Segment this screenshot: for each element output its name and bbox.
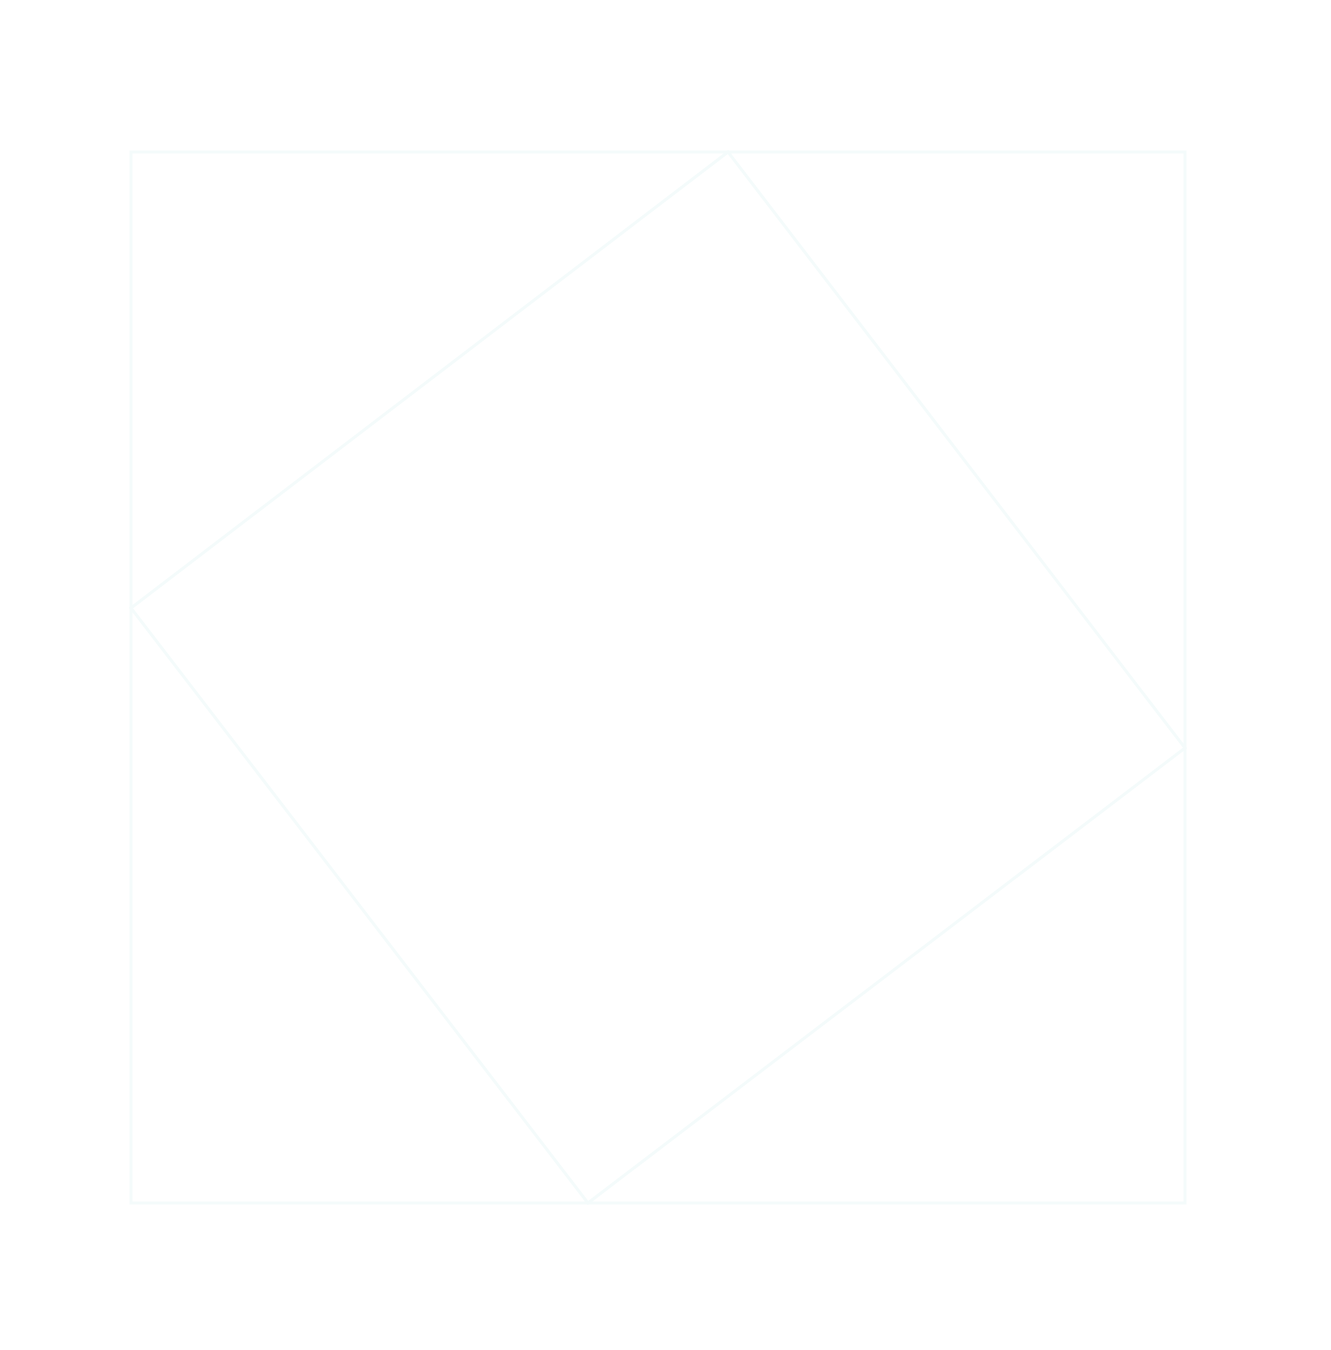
inscribed-tilted-square	[128, 149, 1188, 1206]
outer-square	[129, 150, 1187, 1205]
